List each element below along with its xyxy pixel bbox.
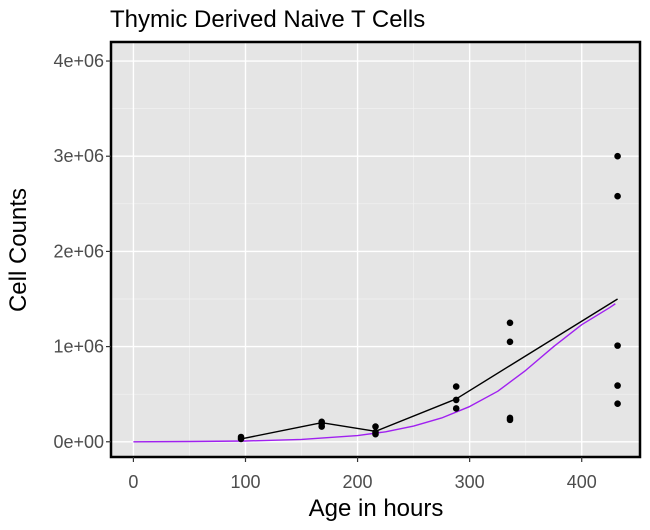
y-tick-label: 4e+06 [53,51,104,71]
data-point [506,319,514,327]
x-tick-label: 200 [343,472,373,492]
x-tick-label: 400 [567,472,597,492]
y-tick-label: 0e+00 [53,432,104,452]
model-fit-curve [133,303,616,443]
x-tick-label: 0 [128,472,138,492]
y-tick-label: 3e+06 [53,146,104,166]
data-point [452,405,460,412]
data-point [614,342,621,349]
points-layer [237,152,621,443]
x-axis-title: Age in hours [309,495,444,522]
y-tick-label: 1e+06 [53,337,104,357]
mean-layer [240,298,618,440]
data-point [614,400,621,407]
data-point [506,416,514,424]
data-point [452,383,460,390]
data-point [614,152,621,160]
y-axis-title: Cell Counts [5,188,32,312]
data-point [614,192,621,200]
y-tick-label: 2e+06 [53,241,104,261]
x-tick-label: 300 [455,472,485,492]
axis-ticks [106,60,583,462]
mean-line [240,298,618,440]
data-point [237,435,245,443]
chart-title: Thymic Derived Naive T Cells [110,6,425,33]
data-point [372,423,379,430]
plot-panel [111,42,640,457]
data-point [372,430,379,438]
data-point [452,396,460,404]
data-point [318,423,326,430]
data-point [506,338,514,346]
tick-labels: 0 100 200 300 400 0e+00 1e+06 2e+06 3e+06 4e+06 [53,51,596,492]
fit-layer [133,303,616,443]
grid [111,42,640,457]
plot-border [109,40,642,459]
data-point [614,382,621,389]
x-tick-label: 100 [230,472,260,492]
